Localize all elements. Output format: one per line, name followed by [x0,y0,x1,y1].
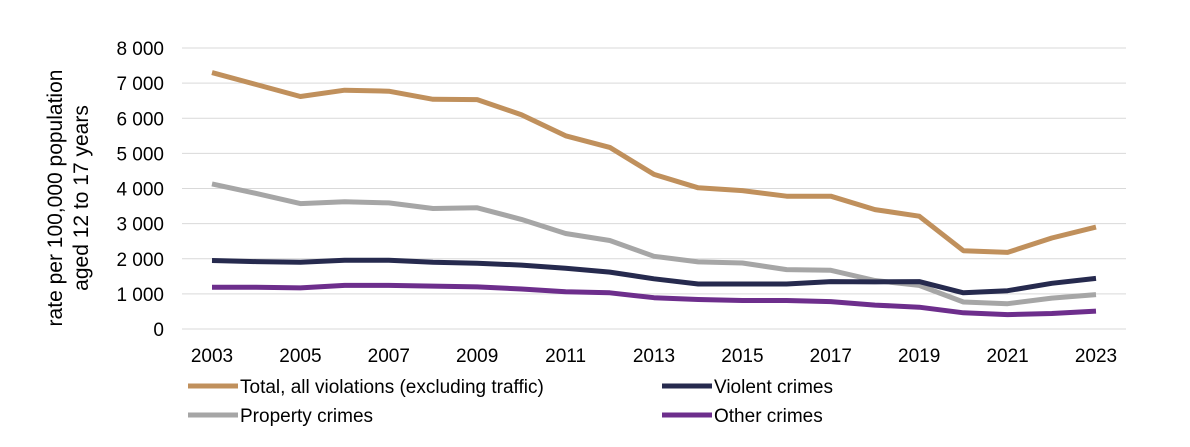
series-line-1 [211,70,1097,255]
legend: Total, all violations (excluding traffic… [188,377,833,427]
y-tick-label: 8 000 [116,39,164,60]
x-tick-label: 2013 [633,346,675,367]
y-axis-ticks: 0 1 000 2 000 3 000 4 000 5 000 6 000 7 000 8 00… [116,39,164,341]
y-tick-label: 4 000 [116,180,164,201]
series-line-2 [211,257,1097,296]
y-tick-label: 7 000 [116,74,164,95]
x-tick-label: 2011 [545,346,586,367]
y-axis-label-line-1: rate per 100,000 population [44,70,67,327]
y-tick-label: 2 000 [116,250,164,271]
legend-label: Other crimes [714,406,823,427]
y-tick-label: 0 [153,320,164,341]
x-tick-label: 2019 [898,346,940,367]
x-tick-label: 2015 [721,346,763,367]
y-axis-label-line-2: aged 12 to 17 years [70,105,93,291]
x-tick-label: 2005 [279,346,321,367]
y-tick-label: 3 000 [116,215,164,236]
x-tick-label: 2009 [456,346,498,367]
y-tick-label: 1 000 [116,285,164,306]
y-tick-label: 6 000 [116,109,164,130]
y-tick-label: 5 000 [116,144,164,165]
series-line-3 [211,181,1097,307]
legend-label: Total, all violations (excluding traffic… [240,377,544,398]
x-tick-label: 2021 [986,346,1028,367]
series-lines [211,70,1097,318]
legend-label: Property crimes [240,406,373,427]
x-tick-label: 2003 [191,346,233,367]
series-line-4 [212,282,1097,318]
legend-label: Violent crimes [714,377,833,398]
x-axis-ticks: 2003 2005 2007 2009 2011 2013 2015 2017 2019 2021… [191,346,1117,367]
y-axis-label: rate per 100,000 population aged 12 to 1… [44,70,93,327]
x-tick-label: 2017 [810,346,852,367]
x-tick-label: 2023 [1075,346,1117,367]
x-tick-label: 2007 [368,346,410,367]
